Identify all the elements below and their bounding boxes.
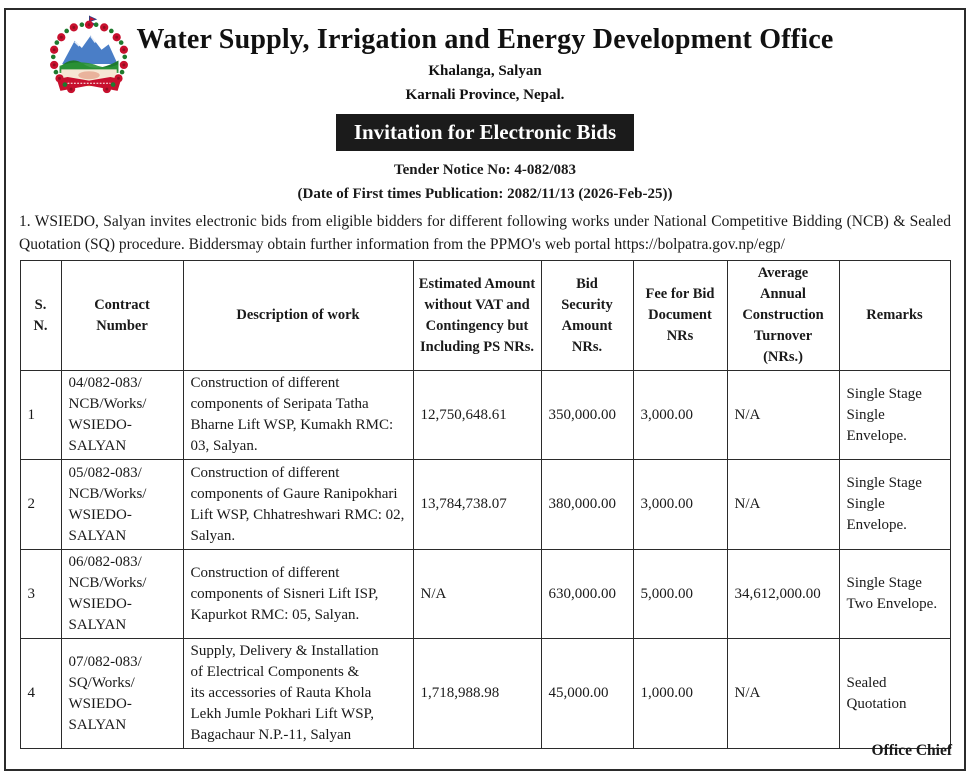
- col-header-estimated-amount: Estimated Amount without VAT and Conting…: [412, 259, 542, 372]
- address-line-1: Khalanga, Salyan: [428, 63, 542, 79]
- nepal-emblem-icon: [50, 15, 128, 94]
- turnover-cell: 34,612,000.00: [726, 549, 840, 640]
- table-header-row: S. N. Contract Number Description of wor…: [19, 259, 951, 372]
- remarks-cell: Single Stage Single Envelope.: [838, 370, 951, 461]
- estimated-amount-cell: N/A: [412, 549, 542, 640]
- table-row: 2 05/082-083/ NCB/Works/ WSIEDO- SALYAN …: [19, 459, 951, 551]
- bid-fee-cell: 5,000.00: [632, 549, 728, 640]
- col-header-bid-fee: Fee for Bid Document NRs: [632, 259, 728, 372]
- table-row: 1 04/082-083/ NCB/Works/ WSIEDO- SALYAN …: [19, 370, 951, 461]
- banner-container: Invitation for Electronic Bids: [6, 114, 964, 151]
- contract-number-cell: 05/082-083/ NCB/Works/ WSIEDO- SALYAN: [60, 459, 184, 551]
- turnover-cell: N/A: [726, 638, 840, 750]
- description-cell: Construction of different components of …: [182, 459, 414, 551]
- tender-notice-number: Tender Notice No: 4-082/083: [393, 162, 577, 178]
- document-page: Water Supply, Irrigation and Energy Deve…: [4, 8, 966, 771]
- contract-number-cell: 04/082-083/ NCB/Works/ WSIEDO- SALYAN: [60, 370, 184, 461]
- publication-date: (Date of First times Publication: 2082/1…: [297, 186, 673, 202]
- col-header-sn: S. N.: [19, 259, 62, 372]
- remarks-cell: Single Stage Two Envelope.: [838, 549, 951, 640]
- intro-paragraph: 1. WSIEDO, Salyan invites electronic bid…: [19, 213, 951, 253]
- contract-number-cell: 07/082-083/ SQ/Works/ WSIEDO- SALYAN: [60, 638, 184, 750]
- col-header-description: Description of work: [182, 259, 414, 372]
- sn-cell: 1: [19, 370, 62, 461]
- sn-cell: 3: [19, 549, 62, 640]
- bid-fee-cell: 1,000.00: [632, 638, 728, 750]
- bid-security-cell: 380,000.00: [540, 459, 634, 551]
- address-line-2: Karnali Province, Nepal.: [405, 87, 565, 103]
- description-cell: Construction of different components of …: [182, 549, 414, 640]
- nepal-emblem-logo: [44, 14, 134, 98]
- bid-security-cell: 350,000.00: [540, 370, 634, 461]
- estimated-amount-cell: 1,718,988.98: [412, 638, 542, 750]
- table-body: 1 04/082-083/ NCB/Works/ WSIEDO- SALYAN …: [19, 370, 951, 750]
- table-header: S. N. Contract Number Description of wor…: [19, 259, 951, 372]
- invitation-banner: Invitation for Electronic Bids: [335, 114, 635, 151]
- turnover-cell: N/A: [726, 459, 840, 551]
- estimated-amount-cell: 12,750,648.61: [412, 370, 542, 461]
- col-header-remarks: Remarks: [838, 259, 951, 372]
- col-header-contract-number: Contract Number: [60, 259, 184, 372]
- description-cell: Supply, Delivery & Installation of Elect…: [182, 638, 414, 750]
- col-header-turnover: Average Annual Construction Turnover (NR…: [726, 259, 840, 372]
- page-title: Water Supply, Irrigation and Energy Deve…: [136, 24, 834, 55]
- bid-fee-cell: 3,000.00: [632, 370, 728, 461]
- contract-number-cell: 06/082-083/ NCB/Works/ WSIEDO- SALYAN: [60, 549, 184, 640]
- turnover-cell: N/A: [726, 370, 840, 461]
- description-cell: Construction of different components of …: [182, 370, 414, 461]
- bid-security-cell: 630,000.00: [540, 549, 634, 640]
- bids-table: S. N. Contract Number Description of wor…: [19, 259, 951, 750]
- table-row: 3 06/082-083/ NCB/Works/ WSIEDO- SALYAN …: [19, 549, 951, 640]
- sn-cell: 4: [19, 638, 62, 750]
- bid-security-cell: 45,000.00: [540, 638, 634, 750]
- office-chief-signature: Office Chief: [871, 742, 952, 759]
- bid-fee-cell: 3,000.00: [632, 459, 728, 551]
- estimated-amount-cell: 13,784,738.07: [412, 459, 542, 551]
- col-header-bid-security: Bid Security Amount NRs.: [540, 259, 634, 372]
- remarks-cell: Single Stage Single Envelope.: [838, 459, 951, 551]
- table-row: 4 07/082-083/ SQ/Works/ WSIEDO- SALYAN S…: [19, 638, 951, 750]
- remarks-cell: Sealed Quotation: [838, 638, 951, 750]
- document-header: Water Supply, Irrigation and Energy Deve…: [6, 10, 964, 151]
- sn-cell: 2: [19, 459, 62, 551]
